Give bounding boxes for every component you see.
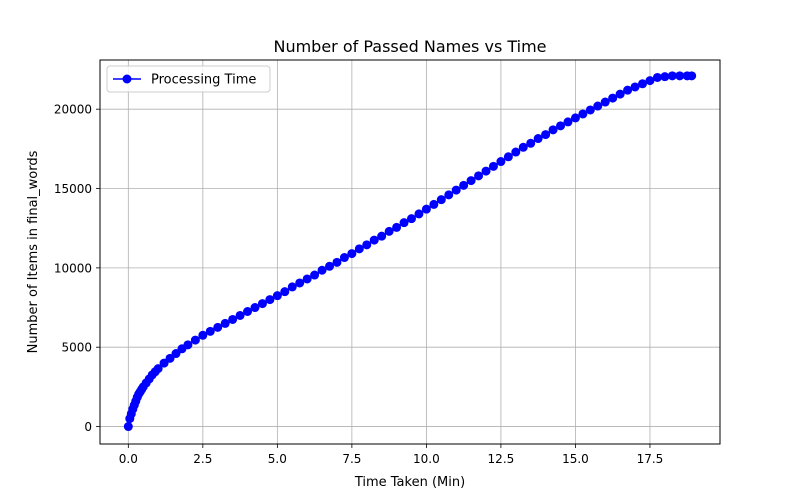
data-point bbox=[347, 249, 357, 259]
data-point bbox=[406, 214, 416, 224]
data-point bbox=[295, 278, 305, 288]
data-point bbox=[593, 101, 603, 111]
data-point bbox=[481, 166, 491, 176]
data-point bbox=[660, 72, 670, 82]
legend-box bbox=[106, 65, 271, 93]
data-point bbox=[556, 121, 566, 131]
data-point bbox=[325, 261, 335, 271]
y-tick-label: 15000 bbox=[54, 182, 92, 196]
x-tick-label: 2.5 bbox=[193, 452, 212, 466]
data-point bbox=[645, 76, 655, 86]
data-point bbox=[526, 138, 536, 148]
data-point bbox=[198, 330, 208, 340]
data-point bbox=[570, 113, 580, 123]
y-tick-label: 20000 bbox=[54, 103, 92, 117]
data-point bbox=[332, 257, 342, 267]
data-point bbox=[608, 93, 618, 103]
data-point bbox=[213, 322, 223, 332]
data-point bbox=[243, 307, 253, 317]
axis-ticks: 0.0 2.5 5.0 7.5 10.0 12.5 15.0 17.5 0 5000 10000 15… bbox=[54, 103, 663, 466]
data-point bbox=[250, 303, 260, 313]
data-point bbox=[687, 71, 697, 81]
data-point bbox=[369, 235, 379, 245]
data-point bbox=[205, 326, 215, 336]
data-point bbox=[272, 291, 282, 301]
data-point bbox=[183, 340, 193, 350]
x-axis-label: Time Taken (Min) bbox=[354, 475, 465, 490]
data-point bbox=[354, 244, 364, 254]
data-point bbox=[421, 204, 431, 214]
data-point bbox=[503, 152, 513, 162]
data-point bbox=[265, 295, 275, 305]
x-tick-label: 7.5 bbox=[342, 452, 361, 466]
data-point bbox=[153, 364, 163, 374]
data-point bbox=[414, 209, 424, 219]
data-point bbox=[257, 299, 267, 309]
data-point bbox=[518, 142, 528, 152]
data-point bbox=[302, 274, 312, 284]
data-point bbox=[362, 240, 372, 250]
y-axis-label: Number of Items in final_words bbox=[26, 150, 41, 353]
data-point bbox=[496, 157, 506, 167]
data-point bbox=[533, 134, 543, 144]
y-tick-label: 10000 bbox=[54, 261, 92, 275]
data-point bbox=[429, 199, 439, 209]
x-tick-label: 15.0 bbox=[562, 452, 589, 466]
data-point bbox=[488, 161, 498, 171]
data-point bbox=[190, 335, 200, 345]
data-point bbox=[287, 282, 297, 292]
data-point bbox=[451, 185, 461, 195]
data-point bbox=[600, 97, 610, 107]
y-tick-label: 0 bbox=[84, 420, 92, 434]
data-point bbox=[667, 71, 677, 81]
data-point bbox=[123, 422, 133, 432]
data-point bbox=[444, 190, 454, 200]
series-layer bbox=[123, 71, 697, 432]
data-point bbox=[615, 89, 625, 99]
data-point bbox=[228, 314, 238, 324]
legend-label: Processing Time bbox=[151, 73, 256, 88]
data-point bbox=[399, 218, 409, 228]
data-point bbox=[235, 310, 245, 320]
data-point bbox=[317, 265, 327, 275]
data-point bbox=[339, 253, 349, 263]
data-point bbox=[459, 180, 469, 190]
data-point bbox=[563, 117, 573, 127]
data-point bbox=[436, 195, 446, 205]
data-point bbox=[384, 226, 394, 236]
data-point bbox=[511, 147, 521, 157]
data-point bbox=[578, 109, 588, 119]
legend-marker-swatch bbox=[122, 74, 132, 84]
data-point bbox=[548, 125, 558, 135]
data-point bbox=[310, 270, 320, 280]
data-point bbox=[541, 130, 551, 140]
x-tick-label: 12.5 bbox=[488, 452, 515, 466]
data-point bbox=[623, 85, 633, 95]
data-point bbox=[280, 287, 290, 297]
data-point bbox=[630, 82, 640, 92]
y-tick-label: 5000 bbox=[61, 341, 92, 355]
x-tick-label: 5.0 bbox=[268, 452, 287, 466]
data-point bbox=[652, 72, 662, 82]
data-point bbox=[220, 318, 230, 328]
chart-title: Number of Passed Names vs Time bbox=[273, 37, 546, 56]
plot-frame bbox=[99, 59, 721, 445]
data-point bbox=[638, 79, 647, 89]
legend: Processing Time bbox=[106, 65, 271, 93]
x-tick-label: 10.0 bbox=[413, 452, 440, 466]
data-point bbox=[675, 71, 685, 81]
data-point bbox=[392, 222, 402, 232]
grid bbox=[100, 60, 720, 444]
x-tick-label: 17.5 bbox=[637, 452, 664, 466]
data-point bbox=[466, 176, 476, 186]
x-tick-label: 0.0 bbox=[119, 452, 138, 466]
data-point bbox=[585, 105, 595, 115]
data-point bbox=[474, 171, 484, 181]
data-point bbox=[377, 231, 387, 241]
